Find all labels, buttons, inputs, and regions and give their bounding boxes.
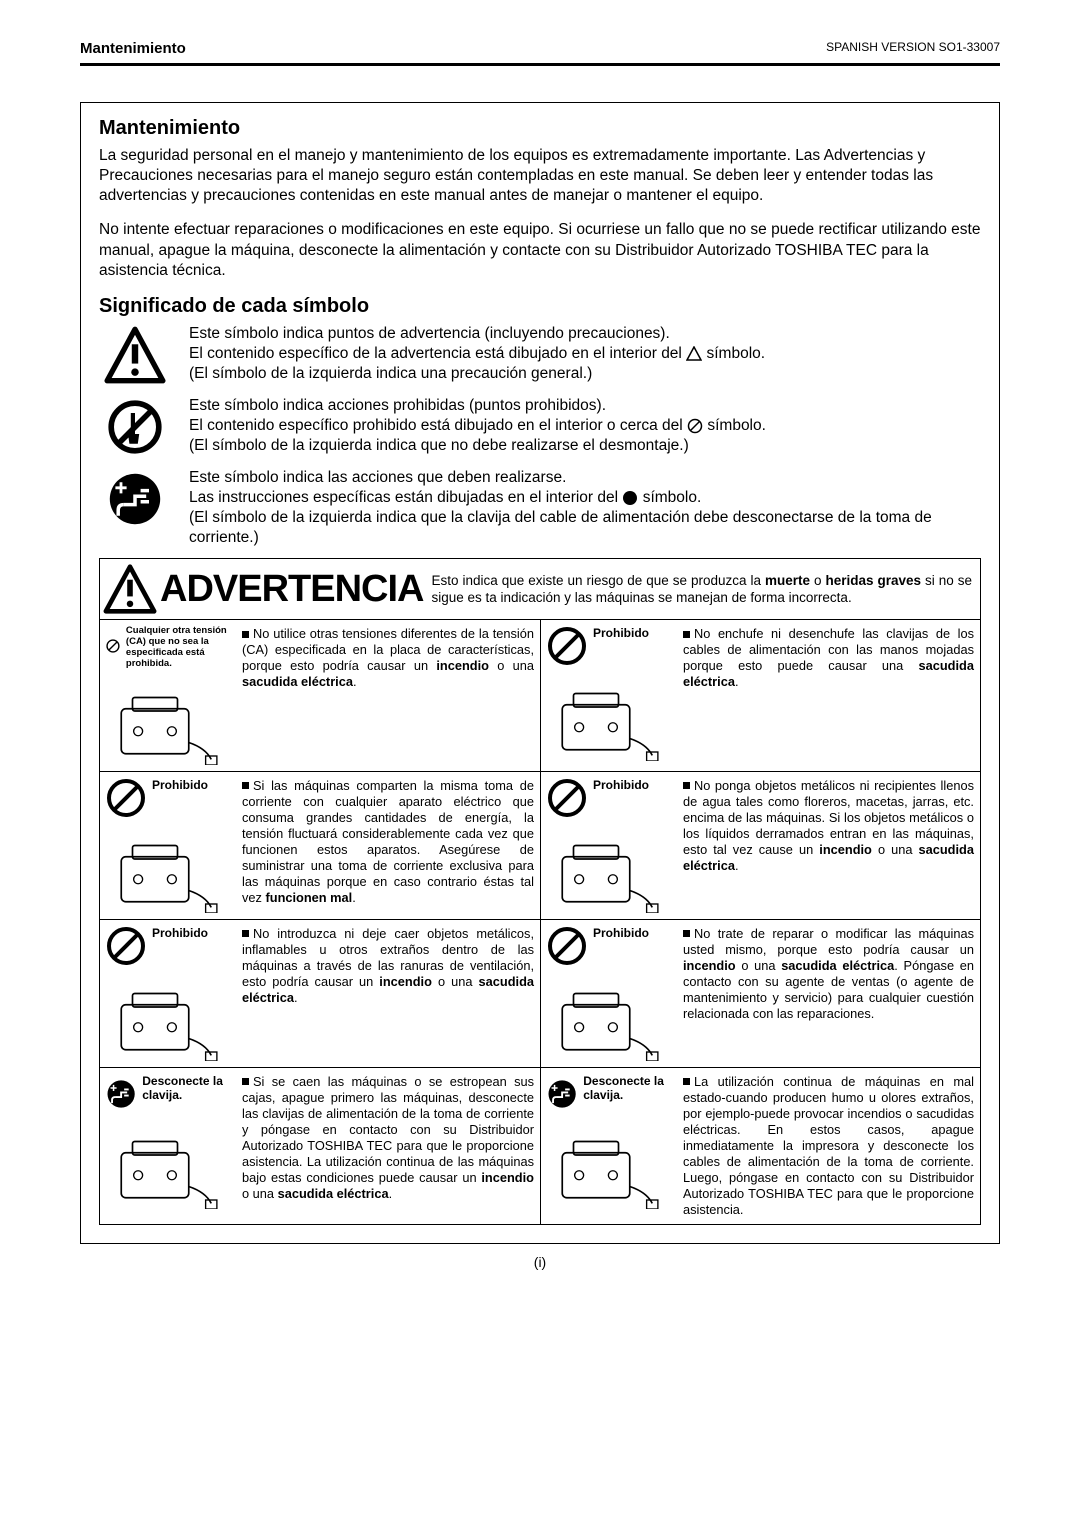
cell-foreign-objects: Prohibido No introduzca ni deje caer obj… [99, 920, 540, 1068]
illustration-icon [547, 971, 667, 1061]
cell-no-repair: Prohibido No trate de reparar o modifica… [540, 920, 981, 1068]
warning-desc: Esto indica que existe un riesgo de que … [431, 568, 980, 611]
cell-text: No utilice otras tensiones diferentes de… [242, 626, 534, 765]
illustration-icon [106, 1119, 226, 1209]
cell-label: Prohibido [593, 778, 649, 792]
cell-text: No introduzca ni deje caer objetos metál… [242, 926, 534, 1061]
cell-sublabel: Cualquier otra tensión (CA) que no sea l… [126, 626, 236, 670]
prohibit-icon [106, 926, 146, 966]
cell-label: Prohibido [593, 926, 649, 940]
filled-circle-inline-icon [622, 490, 638, 506]
cell-text: Si se caen las máquinas o se estropean s… [242, 1074, 534, 1218]
page-number: (i) [80, 1254, 1000, 1270]
unplug-icon [547, 1074, 577, 1114]
prohibit-icon [106, 778, 146, 818]
cell-label: Desconecte la clavija. [583, 1074, 677, 1102]
intro-p2: No intente efectuar reparaciones o modif… [99, 220, 981, 280]
cell-metal-water: Prohibido No ponga objetos metálicos ni … [540, 772, 981, 920]
intro-p1: La seguridad personal en el manejo y man… [99, 146, 981, 206]
illustration-icon [106, 675, 226, 765]
prohibit-icon [547, 926, 587, 966]
symbol-text: Este símbolo indica las acciones que deb… [189, 468, 981, 549]
cell-text: Si las máquinas comparten la misma toma … [242, 778, 534, 913]
cell-wet-hands: Prohibido No enchufe ni desenchufe las c… [540, 620, 981, 772]
symbol-row-warning: Este símbolo indica puntos de advertenci… [99, 324, 981, 386]
cell-text: No enchufe ni desenchufe las clavijas de… [683, 626, 974, 765]
cell-label: Prohibido [152, 926, 208, 940]
symbols-title: Significado de cada símbolo [99, 295, 981, 318]
cell-text: No trate de reparar o modificar las máqu… [683, 926, 974, 1061]
cell-label: Prohibido [152, 778, 208, 792]
header-rule [80, 63, 1000, 66]
unplug-icon [106, 1074, 136, 1114]
header-left: Mantenimiento [80, 40, 186, 57]
cell-text: La utilización continua de máquinas en m… [683, 1074, 974, 1218]
warning-grid: Cualquier otra tensión (CA) que no sea l… [99, 620, 981, 1225]
prohibit-icon [547, 626, 587, 666]
cell-smoke-smell: Desconecte la clavija. La utilización co… [540, 1068, 981, 1225]
illustration-icon [106, 971, 226, 1061]
triangle-inline-icon [686, 346, 702, 361]
prohibit-icon [547, 778, 587, 818]
warning-title: ADVERTENCIA [160, 568, 431, 611]
cell-dropped: Desconecte la clavija. Si se caen las má… [99, 1068, 540, 1225]
cell-text: No ponga objetos metálicos ni recipiente… [683, 778, 974, 913]
symbol-text: Este símbolo indica acciones prohibidas … [189, 396, 766, 456]
unplug-icon [99, 468, 171, 530]
prohibit-inline-icon [687, 418, 703, 434]
no-disassemble-icon [99, 396, 171, 458]
illustration-icon [547, 1119, 667, 1209]
page-header: Mantenimiento SPANISH VERSION SO1-33007 [80, 40, 1000, 57]
illustration-icon [106, 823, 226, 913]
illustration-icon [547, 823, 667, 913]
illustration-icon [547, 671, 667, 761]
cell-label: Desconecte la clavija. [142, 1074, 236, 1102]
header-right: SPANISH VERSION SO1-33007 [826, 40, 1000, 57]
prohibit-icon [106, 626, 120, 666]
symbol-row-prohibit: Este símbolo indica acciones prohibidas … [99, 396, 981, 458]
section-title: Mantenimiento [99, 117, 981, 140]
symbol-text: Este símbolo indica puntos de advertenci… [189, 324, 765, 384]
cell-label: Prohibido [593, 626, 649, 640]
warning-bar: ADVERTENCIA Esto indica que existe un ri… [99, 558, 981, 620]
cell-shared-outlet: Prohibido Si las máquinas comparten la m… [99, 772, 540, 920]
warning-triangle-icon [100, 559, 160, 619]
cell-voltage: Cualquier otra tensión (CA) que no sea l… [99, 620, 540, 772]
warning-triangle-icon [99, 324, 171, 386]
symbol-row-mustdo: Este símbolo indica las acciones que deb… [99, 468, 981, 549]
main-frame: Mantenimiento La seguridad personal en e… [80, 102, 1000, 1244]
